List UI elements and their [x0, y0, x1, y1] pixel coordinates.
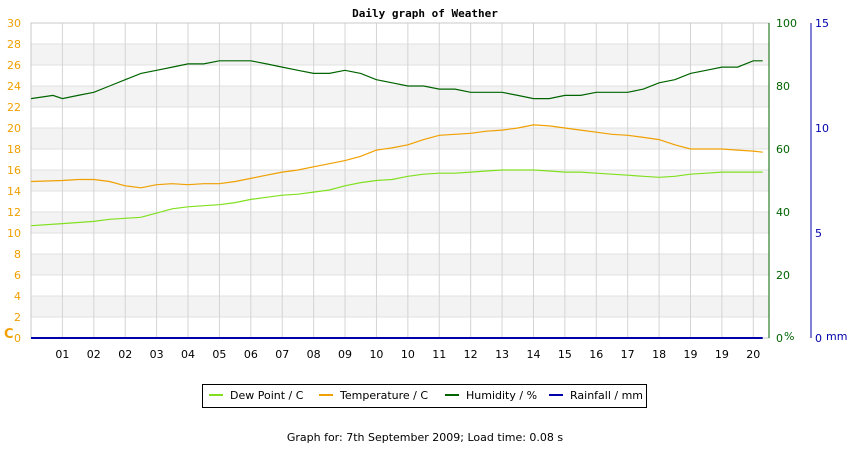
legend-label: Humidity / % — [466, 389, 538, 402]
right-percent-tick-label: 80 — [776, 80, 790, 93]
x-tick-label: 14 — [526, 348, 540, 361]
left-tick-label: 2 — [14, 311, 21, 324]
right-axis-percent-unit-label: % — [784, 330, 794, 343]
grid-band — [31, 233, 769, 254]
legend-swatch — [319, 394, 333, 396]
left-tick-label: 24 — [7, 80, 21, 93]
grid-band — [31, 317, 769, 338]
x-tick-label: 02 — [118, 348, 132, 361]
left-tick-label: 18 — [7, 143, 21, 156]
left-tick-label: 22 — [7, 101, 21, 114]
right-mm-tick-label: 0 — [815, 332, 822, 345]
left-tick-label: 28 — [7, 38, 21, 51]
right-percent-tick-label: 60 — [776, 143, 790, 156]
x-tick-label: 10 — [401, 348, 415, 361]
left-tick-label: 14 — [7, 185, 21, 198]
grid-band — [31, 275, 769, 296]
right-percent-tick-label: 100 — [776, 17, 797, 30]
x-tick-label: 01 — [55, 348, 69, 361]
graph-footer: Graph for: 7th September 2009; Load time… — [286, 431, 564, 444]
legend-item-humidity: Humidity / % — [445, 389, 537, 402]
x-tick-label: 09 — [338, 348, 352, 361]
grid-band — [31, 254, 769, 275]
left-tick-label: 4 — [14, 290, 21, 303]
x-tick-label: 07 — [275, 348, 289, 361]
legend-item-dew-point: Dew Point / C — [209, 389, 303, 402]
left-tick-label: 20 — [7, 122, 21, 135]
vertical-grid — [61, 23, 754, 338]
legend-item-temperature: Temperature / C — [319, 389, 428, 402]
legend-label: Rainfall / mm — [570, 389, 644, 402]
x-tick-label: 10 — [369, 348, 383, 361]
x-tick-label: 02 — [87, 348, 101, 361]
x-tick-label: 06 — [244, 348, 258, 361]
right-axis-percent-ticks: 0 20 40 60 80 100 — [776, 17, 797, 345]
x-tick-label: 08 — [307, 348, 321, 361]
legend-label: Dew Point / C — [230, 389, 304, 402]
legend-item-rainfall: Rainfall / mm — [549, 389, 643, 402]
x-tick-label: 11 — [432, 348, 446, 361]
right-axis-mm-unit-label: mm — [826, 330, 847, 343]
left-tick-label: 10 — [7, 227, 21, 240]
grid-band — [31, 128, 769, 149]
dew-point-line — [30, 169, 763, 227]
legend-label: Temperature / C — [340, 389, 429, 402]
plot-background-bands — [31, 22, 769, 339]
x-tick-label: 16 — [589, 348, 603, 361]
right-percent-tick-label: 20 — [776, 269, 790, 282]
legend-swatch — [209, 394, 223, 396]
x-tick-label: 19 — [715, 348, 729, 361]
right-mm-tick-label: 15 — [815, 17, 829, 30]
grid-band — [31, 212, 769, 233]
x-tick-label: 18 — [652, 348, 666, 361]
right-mm-tick-label: 5 — [815, 227, 822, 240]
left-tick-label: 12 — [7, 206, 21, 219]
right-mm-tick-label: 10 — [815, 122, 829, 135]
chart-legend: Dew Point / C Temperature / C Humidity /… — [202, 384, 647, 408]
grid-band — [31, 296, 769, 317]
temperature-line — [30, 124, 763, 189]
x-axis-ticks: 01 02 02 03 04 05 06 07 08 09 10 10 11 12 13 14 15 16 17 18… — [55, 348, 760, 361]
x-tick-label: 20 — [746, 348, 760, 361]
x-tick-label: 13 — [495, 348, 509, 361]
grid-band — [31, 149, 769, 170]
left-tick-label: 8 — [14, 248, 21, 261]
grid-band — [31, 86, 769, 107]
humidity-line — [30, 60, 763, 100]
grid-band — [31, 44, 769, 65]
left-tick-label: 30 — [7, 17, 21, 30]
x-tick-label: 04 — [181, 348, 195, 361]
grid-band — [31, 23, 769, 44]
left-tick-label: 6 — [14, 269, 21, 282]
left-tick-label: 16 — [7, 164, 21, 177]
right-percent-tick-label: 0 — [776, 332, 783, 345]
grid-band — [31, 191, 769, 212]
x-tick-label: 19 — [683, 348, 697, 361]
grid-band — [31, 170, 769, 191]
x-tick-label: 17 — [621, 348, 635, 361]
x-tick-label: 15 — [558, 348, 572, 361]
x-tick-label: 03 — [150, 348, 164, 361]
right-axis-mm-ticks: 0 5 10 15 — [815, 17, 829, 345]
left-tick-label: 0 — [14, 332, 21, 345]
right-percent-tick-label: 40 — [776, 206, 790, 219]
legend-swatch — [445, 394, 459, 396]
series-layer — [30, 60, 763, 339]
left-tick-label: 26 — [7, 59, 21, 72]
x-tick-label: 12 — [464, 348, 478, 361]
legend-swatch — [549, 394, 563, 396]
left-axis-unit-label: C — [4, 327, 14, 342]
x-tick-label: 05 — [212, 348, 226, 361]
grid-band — [31, 65, 769, 86]
grid-band — [31, 107, 769, 128]
chart-title: Daily graph of Weather — [352, 7, 498, 20]
